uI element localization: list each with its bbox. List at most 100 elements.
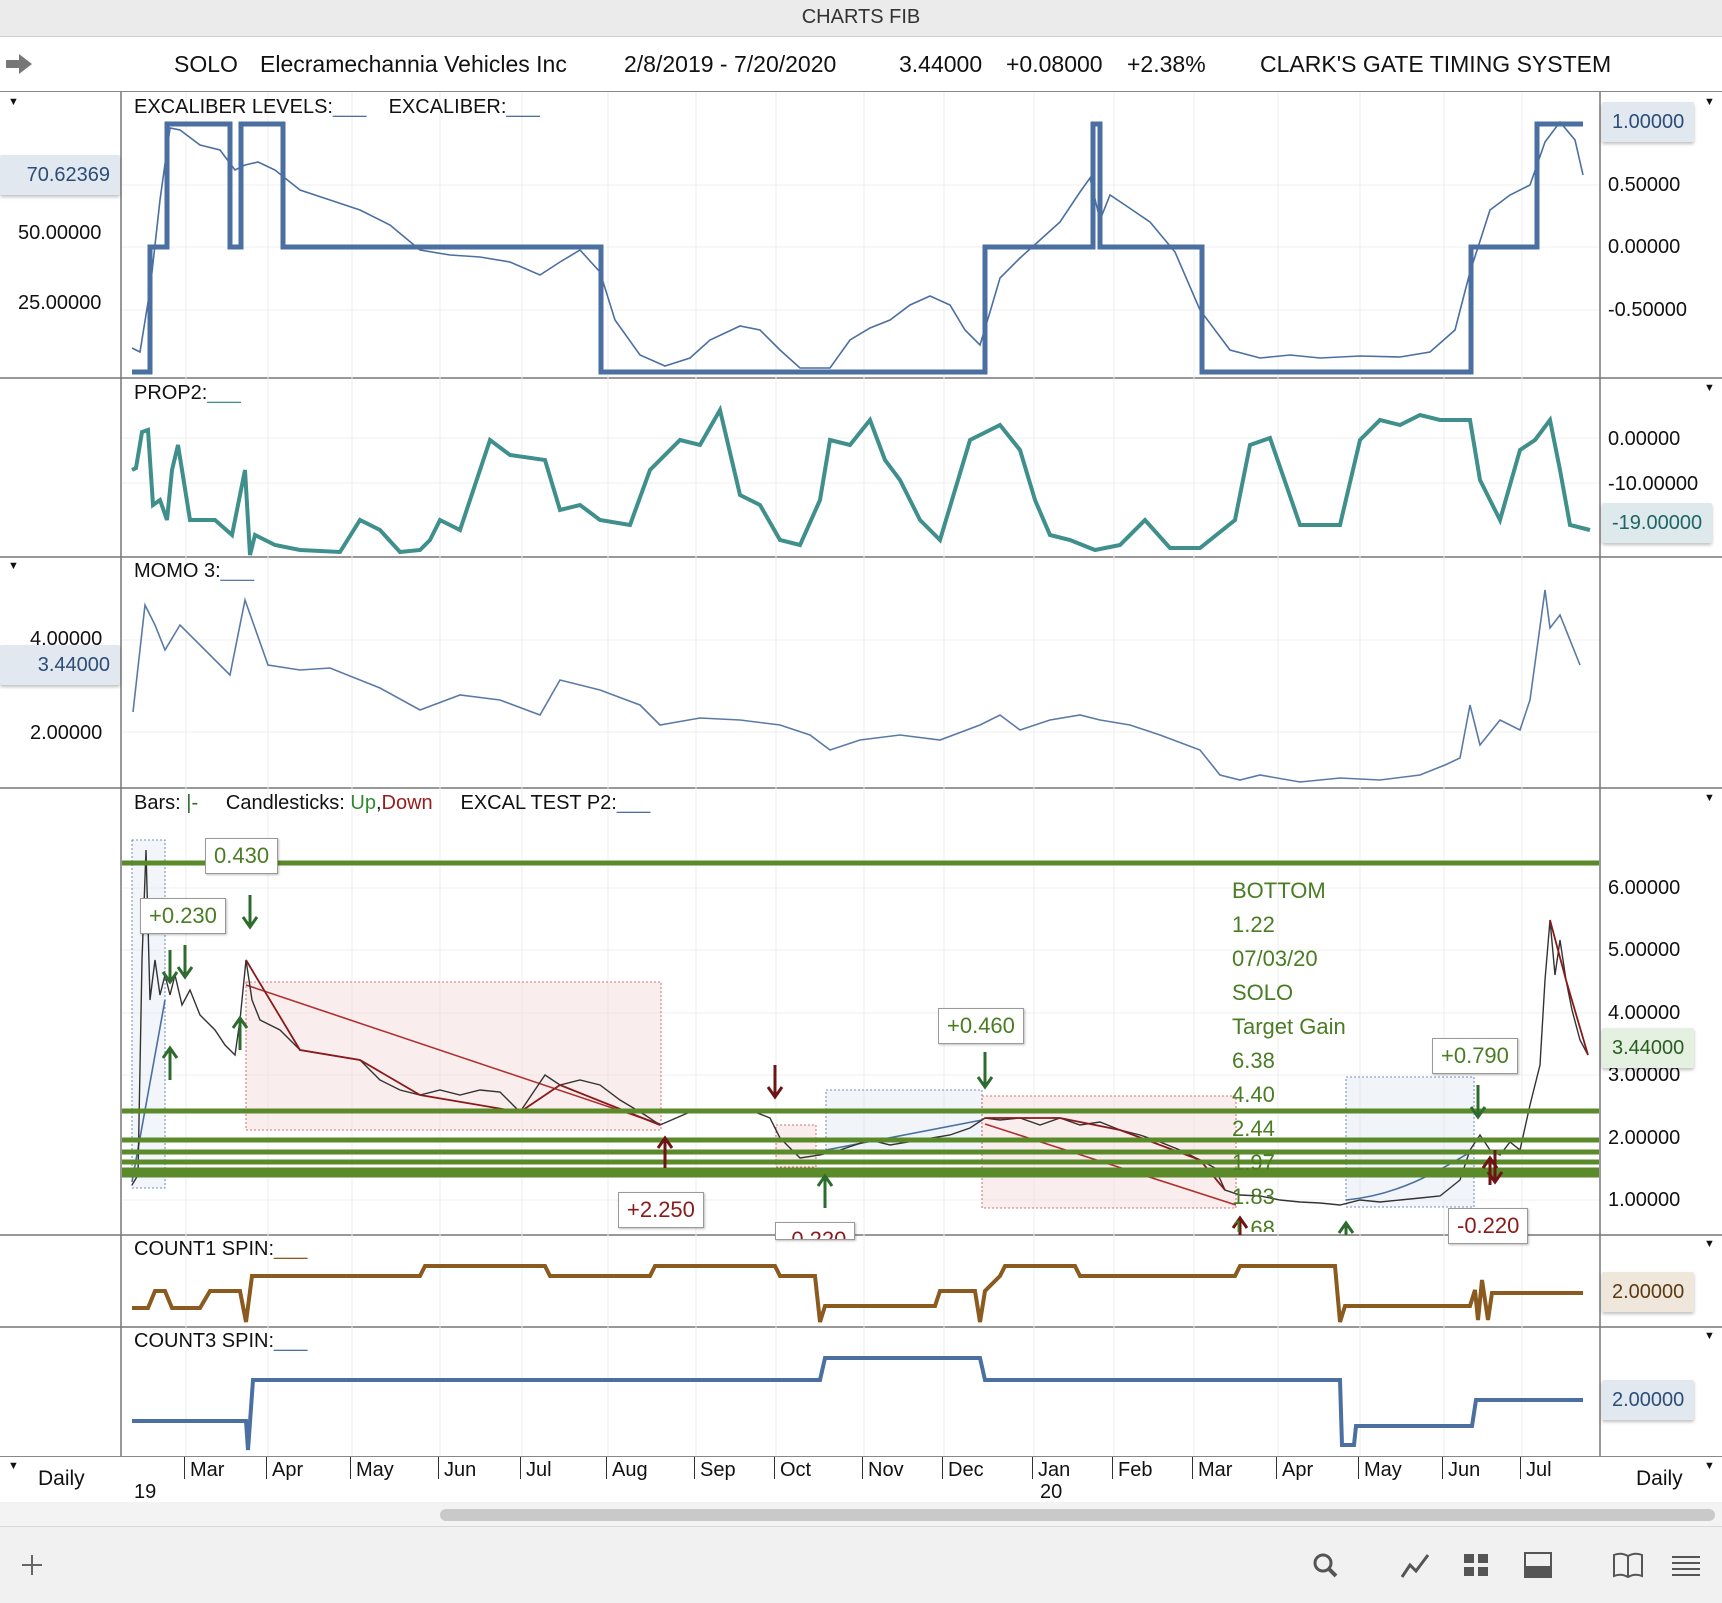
arrow-right-icon[interactable] (4, 51, 34, 77)
month-label: Jul (526, 1459, 552, 1481)
y-tick: 1.00000 (1608, 1189, 1681, 1211)
collapse-triangle-icon[interactable]: ▼ (1704, 1330, 1715, 1342)
collapse-triangle-icon[interactable]: ▼ (8, 1460, 19, 1472)
search-icon[interactable] (1308, 1549, 1344, 1581)
y-tick: 4.00000 (30, 628, 103, 650)
gain-callout: +0.790 (1432, 1038, 1518, 1074)
month-tick (606, 1457, 607, 1479)
chart-canvas[interactable] (0, 92, 1722, 1456)
month-label: Jul (1526, 1459, 1552, 1481)
line-chart-icon[interactable] (1398, 1549, 1434, 1581)
month-label: Sep (700, 1459, 736, 1481)
excaliber-line (131, 120, 1584, 369)
price-legend: Bars: |- Candlesticks: Up,Down EXCAL TES… (134, 792, 651, 814)
month-tick (438, 1457, 439, 1479)
add-icon[interactable] (14, 1549, 50, 1581)
time-axis: Daily Daily Mar Apr May Jun Jul Aug Sep Oct Nov D… (0, 1456, 1722, 1503)
loss-callout: +2.250 (618, 1192, 704, 1228)
excaliber-left-value-tag: 70.62369 (0, 155, 120, 195)
gain-callout: 0.430 (205, 838, 279, 874)
month-label: Jun (444, 1459, 477, 1481)
collapse-triangle-icon[interactable]: ▼ (1704, 96, 1715, 108)
month-tick (1112, 1457, 1113, 1479)
month-tick (942, 1457, 943, 1479)
month-tick (184, 1457, 185, 1479)
y-tick: 3.00000 (1608, 1064, 1681, 1086)
y-tick: 25.00000 (18, 292, 102, 314)
momo-title: MOMO 3:___ (134, 560, 255, 582)
y-tick: 5.00000 (1608, 939, 1681, 961)
loss-callout: -0.220 (1448, 1208, 1529, 1244)
collapse-triangle-icon[interactable]: ▼ (1704, 382, 1715, 394)
month-label: Feb (1118, 1459, 1153, 1481)
prop2-right-value-tag: -19.00000 (1602, 503, 1713, 543)
company-name: Elecramechannia Vehicles Inc (260, 51, 567, 77)
price-change: +0.08000 (1006, 51, 1103, 77)
count1-right-value-tag: 2.00000 (1602, 1272, 1695, 1312)
month-label: Dec (948, 1459, 984, 1481)
book-icon[interactable] (1610, 1549, 1646, 1581)
y-tick: 2.00000 (30, 722, 103, 744)
y-tick: 0.50000 (1608, 174, 1681, 196)
loss-callout: -0.220 (775, 1222, 856, 1240)
window-titlebar: CHARTS FIB (0, 0, 1722, 37)
collapse-triangle-icon[interactable]: ▼ (8, 96, 19, 108)
price-bars (131, 849, 1589, 1206)
prop2-title: PROP2:___ (134, 382, 241, 404)
month-label: Apr (272, 1459, 304, 1481)
month-label: May (1364, 1459, 1402, 1481)
month-tick (774, 1457, 775, 1479)
symbol-header: SOLO Elecramechannia Vehicles Inc 2/8/20… (0, 37, 1722, 92)
collapse-triangle-icon[interactable]: ▼ (1704, 1460, 1715, 1472)
horizontal-scrollbar[interactable] (0, 1502, 1722, 1526)
gain-callout: +0.460 (938, 1008, 1024, 1044)
collapse-triangle-icon[interactable]: ▼ (8, 560, 19, 572)
y-tick: 2.00000 (1608, 1127, 1681, 1149)
gain-callout: +0.230 (140, 898, 226, 934)
month-label: Apr (1282, 1459, 1314, 1481)
grid-icon[interactable] (1458, 1549, 1494, 1581)
count3-spin-line (132, 1356, 1583, 1451)
momo-line (132, 589, 1581, 783)
month-label: Oct (780, 1459, 812, 1481)
y-tick: 6.00000 (1608, 877, 1681, 899)
symbol-ticker: SOLO (174, 51, 238, 77)
month-label: Nov (868, 1459, 904, 1481)
month-label: May (356, 1459, 394, 1481)
collapse-triangle-icon[interactable]: ▼ (1704, 1238, 1715, 1250)
momo-left-value-tag: 3.44000 (0, 645, 120, 685)
level-lines (122, 860, 1599, 1178)
count3-title: COUNT3 SPIN:___ (134, 1330, 308, 1352)
y-tick: -10.00000 (1608, 473, 1699, 495)
layout-icon[interactable] (1520, 1549, 1556, 1581)
year-label: 19 (134, 1481, 157, 1503)
signal-arrows (161, 895, 1504, 1235)
date-range: 2/8/2019 - 7/20/2020 (624, 51, 837, 77)
month-label: Mar (190, 1459, 225, 1481)
month-label: Mar (1198, 1459, 1233, 1481)
period-label-right[interactable]: Daily (1636, 1467, 1683, 1490)
y-tick: 4.00000 (1608, 1002, 1681, 1024)
month-tick (1032, 1457, 1033, 1479)
month-tick (862, 1457, 863, 1479)
last-price: 3.44000 (899, 51, 983, 77)
collapse-triangle-icon[interactable]: ▼ (1704, 792, 1715, 804)
month-label: Aug (612, 1459, 648, 1481)
month-tick (1358, 1457, 1359, 1479)
month-tick (350, 1457, 351, 1479)
prop2-line (131, 404, 1591, 556)
year-label: 20 (1040, 1481, 1063, 1503)
menu-icon[interactable] (1668, 1549, 1704, 1581)
excaliber-right-value-tag: 1.00000 (1602, 102, 1695, 142)
period-label-left[interactable]: Daily (38, 1467, 85, 1490)
window-title: CHARTS FIB (801, 6, 921, 28)
month-tick (694, 1457, 695, 1479)
month-label: Jan (1038, 1459, 1071, 1481)
y-tick: 50.00000 (18, 222, 102, 244)
count1-spin-line (132, 1264, 1583, 1323)
scrollbar-thumb[interactable] (440, 1509, 1715, 1521)
month-tick (1442, 1457, 1443, 1479)
excaliber-title: EXCALIBER LEVELS:___ EXCALIBER:___ (134, 96, 540, 118)
month-tick (520, 1457, 521, 1479)
month-tick (266, 1457, 267, 1479)
